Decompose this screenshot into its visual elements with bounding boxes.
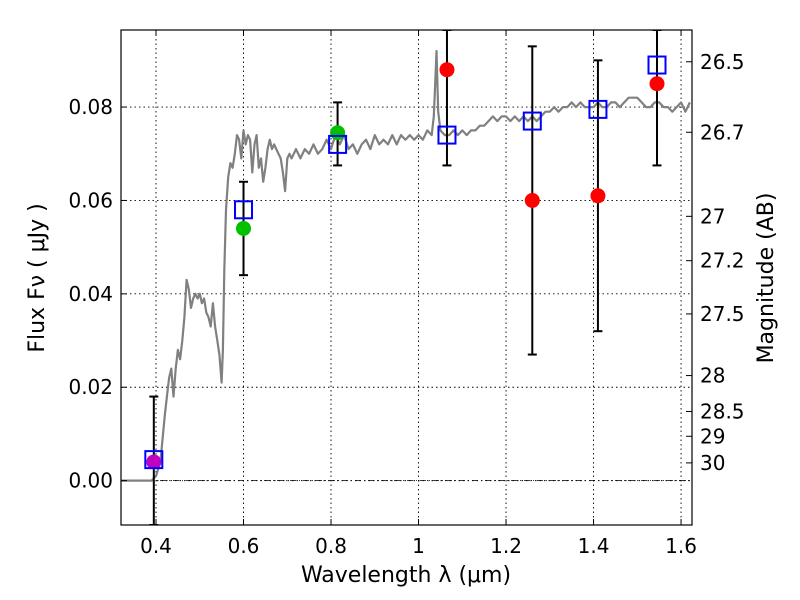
- observed-point: [330, 125, 346, 141]
- model-photometry-marker: [234, 200, 254, 220]
- right-tick-label: 30: [700, 451, 725, 475]
- right-tick-label: 26.5: [700, 50, 745, 74]
- right-tick-label: 27: [700, 204, 725, 228]
- grid: [121, 30, 692, 525]
- model-photometry-marker: [522, 111, 542, 131]
- right-tick-label: 26.7: [700, 120, 745, 144]
- model-photometry-marker: [144, 450, 164, 470]
- observed-point: [439, 62, 455, 78]
- model-sed-line: [121, 49, 691, 482]
- plot-frame: [120, 29, 693, 526]
- x-tick-label: 0.8: [315, 534, 347, 558]
- right-axis-label: Magnitude (AB): [754, 193, 779, 364]
- x-tick-label: 1.4: [578, 534, 610, 558]
- right-tick-label: 28: [700, 364, 725, 388]
- observed-point: [590, 188, 606, 204]
- right-axis-ticks: 26.5 26.7 27 27.2 27.5 28 28.529 30: [686, 50, 745, 475]
- model-photometry-marker: [437, 125, 457, 145]
- y-tick-label: 0.02: [68, 375, 113, 399]
- observed-point: [524, 192, 540, 208]
- x-tick-label: 1: [412, 534, 425, 558]
- y-tick-label: 0.06: [68, 188, 113, 212]
- x-tick-label: 0.6: [228, 534, 260, 558]
- y-axis-label: Flux Fν ( μJy ): [25, 203, 50, 352]
- y-tick-label: 0.08: [68, 95, 113, 119]
- x-axis-ticks: 0.4 0.6 0.8 1 1.2 1.4 1.6: [140, 30, 697, 558]
- right-tick-label: 27.5: [700, 302, 745, 326]
- observed-point: [236, 220, 252, 236]
- y-tick-label: 0.04: [68, 282, 113, 306]
- observed-point: [146, 454, 162, 470]
- x-tick-label: 1.6: [665, 534, 697, 558]
- right-tick-label: 28.5: [700, 400, 745, 424]
- model-photometry-marker: [647, 55, 667, 75]
- x-axis-label: Wavelength λ (μm): [301, 563, 511, 588]
- model-photometry-marker: [328, 134, 348, 154]
- y-axis-ticks: 0.00 0.02 0.04 0.06 0.08: [68, 95, 127, 493]
- right-tick-label: 29: [700, 424, 725, 448]
- right-tick-label: 27.2: [700, 249, 745, 273]
- model-photometry-markers: [144, 55, 667, 470]
- x-tick-label: 1.2: [490, 534, 522, 558]
- y-tick-label: 0.00: [68, 469, 113, 493]
- observed-point: [649, 76, 665, 92]
- x-tick-label: 0.4: [140, 534, 172, 558]
- model-photometry-marker: [588, 99, 608, 119]
